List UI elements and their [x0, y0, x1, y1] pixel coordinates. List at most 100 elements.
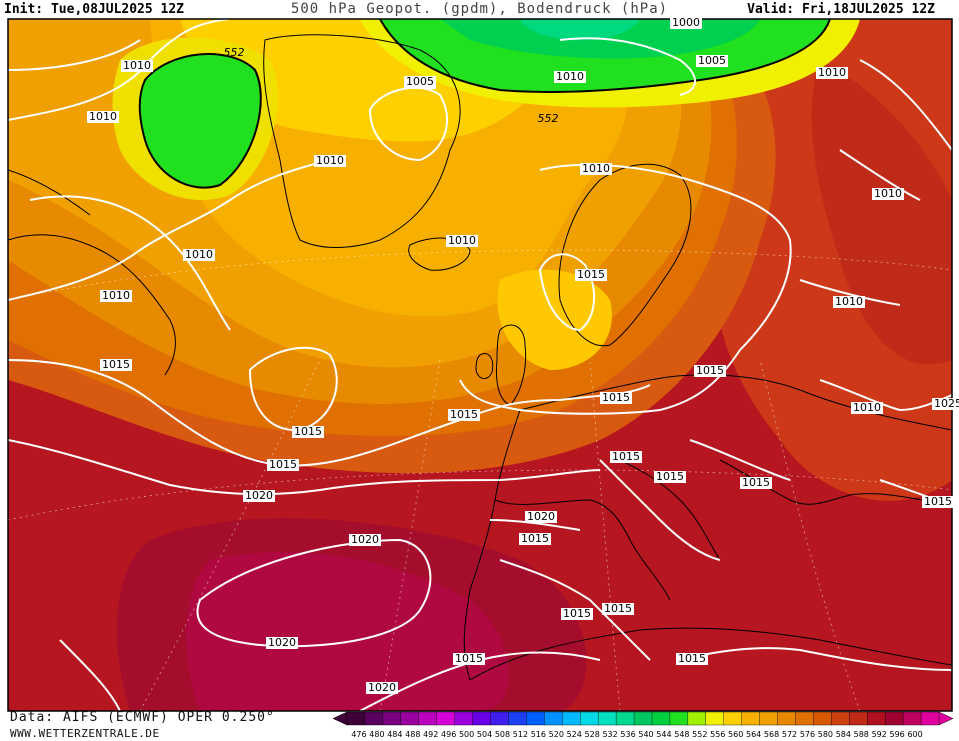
isobar-label-text: 1015 [269, 458, 297, 471]
isobar-label-text: 1015 [696, 364, 724, 377]
isobar-label: 1010 [314, 154, 346, 167]
legend-tick-label: 488 [405, 730, 420, 739]
isobar-label: 1000 [670, 16, 702, 29]
legend-swatch [382, 711, 402, 726]
svg-text:552: 552 [224, 46, 245, 59]
legend-tick-label: 532 [602, 730, 617, 739]
website-link[interactable]: WWW.WETTERZENTRALE.DE [10, 727, 160, 740]
legend-tick-label: 496 [441, 730, 456, 739]
isobar-label-text: 1020 [245, 489, 273, 502]
isobar-label: 1015 [600, 391, 632, 404]
legend-tick-label: 568 [764, 730, 779, 739]
legend-tick-label: 552 [692, 730, 707, 739]
isobar-label-text: 1015 [563, 607, 591, 620]
isobar-label: 1010 [851, 401, 883, 414]
isobar-label: 1010 [816, 66, 848, 79]
legend-tick-label: 548 [674, 730, 689, 739]
legend-swatch [902, 711, 922, 726]
isobar-label-text: 1010 [582, 162, 610, 175]
legend-arrow-left [333, 711, 348, 726]
legend-tick-label: 512 [513, 730, 528, 739]
isobar-label: 1025 [932, 397, 959, 410]
legend-arrow-right [938, 711, 954, 726]
legend-tick-label: 580 [818, 730, 833, 739]
isobar-label: 1010 [87, 110, 119, 123]
lat-lon-grid [8, 249, 952, 711]
isobar-label: 1015 [448, 408, 480, 421]
legend-swatch [795, 711, 814, 726]
isobar-label: 1015 [575, 268, 607, 281]
isobar-label-text: 1010 [853, 401, 881, 414]
isobar-label: 1015 [267, 458, 299, 471]
isobar-label: 1020 [366, 681, 398, 694]
isobar-label: 1010 [833, 295, 865, 308]
legend-tick-label: 504 [477, 730, 492, 739]
legend-tick-label: 584 [836, 730, 851, 739]
isobar-label: 1015 [676, 652, 708, 665]
legend-tick-label: 588 [854, 730, 869, 739]
gph-label: 552 [224, 46, 245, 59]
gph-label: 552 [538, 112, 559, 125]
legend-swatch [364, 711, 384, 726]
legend-tick-label: 520 [549, 730, 564, 739]
isobar-label: 1015 [602, 602, 634, 615]
legend-swatch [615, 711, 635, 726]
legend-swatch [597, 711, 617, 726]
color-scale-legend: 476 480 484 488 492 496 500 504 508 512 516 520 524 5… [333, 711, 954, 739]
isobar-label-text: 1010 [556, 70, 584, 83]
isobar-label: 1005 [404, 75, 436, 88]
geopotential-field [8, 19, 952, 711]
isobar-label-text: 1015 [577, 268, 605, 281]
isobar-label: 1015 [292, 425, 324, 438]
legend-tick-label: 476 [351, 730, 366, 739]
legend-tick-label: 508 [495, 730, 510, 739]
map-title: 500 hPa Geopot. (gpdm), Bodendruck (hPa) [290, 1, 669, 17]
legend-swatch [705, 711, 725, 726]
legend-swatch [544, 711, 563, 726]
legend-tick-label: 524 [567, 730, 582, 739]
isobar-label: 1015 [922, 495, 954, 508]
isobar-label: 1010 [446, 234, 478, 247]
isobar-label: 1015 [694, 364, 726, 377]
legend-swatch [400, 711, 420, 726]
legend-tick-label: 556 [710, 730, 725, 739]
legend-tick-label: 536 [620, 730, 635, 739]
legend-swatch [759, 711, 779, 726]
legend-tick-label: 576 [800, 730, 815, 739]
isobar-label: 1015 [654, 470, 686, 483]
isobar-label-text: 1015 [924, 495, 952, 508]
legend-swatch [436, 711, 456, 726]
legend-tick-label: 596 [890, 730, 905, 739]
isobar-label-text: 1010 [818, 66, 846, 79]
legend-swatch [580, 711, 599, 726]
isobar-label: 1015 [610, 450, 642, 463]
isobar-label-text: 1015 [602, 391, 630, 404]
legend-swatch [562, 711, 581, 726]
isobar-label: 1020 [243, 489, 275, 502]
legend-tick-label: 492 [423, 730, 438, 739]
legend-swatch [651, 711, 671, 726]
legend-swatch [633, 711, 653, 726]
isobar-label: 1015 [519, 532, 551, 545]
isobar-label: 1015 [561, 607, 593, 620]
legend-tick-label: 572 [782, 730, 797, 739]
legend-swatch [508, 711, 527, 726]
data-source: Data: AIFS (ECMWF) OPER 0.250° [10, 710, 275, 725]
isobar-label-text: 1020 [351, 533, 379, 546]
isobar-label: 1015 [740, 476, 772, 489]
isobar-label-text: 1005 [406, 75, 434, 88]
isobar-label: 1010 [580, 162, 612, 175]
isobar-label-text: 1010 [874, 187, 902, 200]
isobar-label-text: 1005 [698, 54, 726, 67]
isobar-label-text: 1015 [455, 652, 483, 665]
isobar-label-text: 1000 [672, 16, 700, 29]
isobar-labels: 1000 1005 1010 1010 1010 1010 1010 1010 1010 1010… [87, 16, 959, 694]
legend-tick-label: 600 [907, 730, 922, 739]
isobar-label: 1020 [349, 533, 381, 546]
isobar-label-text: 1010 [448, 234, 476, 247]
isobar-label-text: 1010 [89, 110, 117, 123]
legend-swatch [490, 711, 509, 726]
legend-swatch [867, 711, 886, 726]
legend-tick-label: 500 [459, 730, 474, 739]
